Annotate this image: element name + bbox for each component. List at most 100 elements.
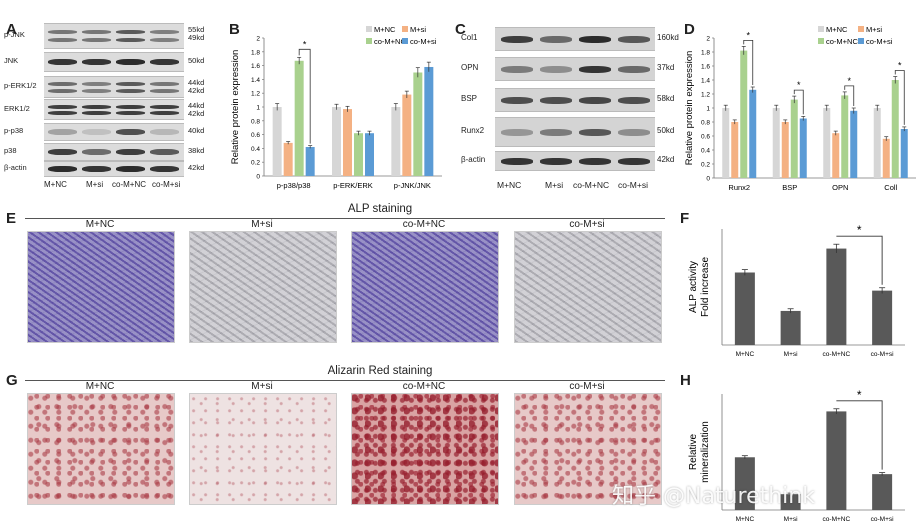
lane-label: co-M+si bbox=[152, 180, 181, 189]
kd-label: 49kd bbox=[188, 33, 205, 42]
alizarin-micrograph bbox=[351, 393, 499, 505]
kd-label: 50kd bbox=[657, 126, 675, 135]
alp-micrograph bbox=[514, 231, 662, 343]
bar bbox=[294, 60, 304, 176]
kd-label: 42kd bbox=[188, 86, 205, 95]
legend-label: M+NC bbox=[826, 25, 848, 34]
chart-d: Relative protein expression 0 0.2 0.4 0.6 0.8… bbox=[684, 25, 916, 192]
legend-swatch bbox=[402, 38, 408, 44]
lane-label: co-M+NC bbox=[112, 180, 147, 189]
panel-label-a: A bbox=[6, 21, 17, 38]
bar bbox=[841, 95, 849, 178]
lane-label: co-M+NC bbox=[573, 180, 610, 190]
blot-band bbox=[540, 65, 572, 73]
bar bbox=[882, 138, 890, 178]
bar bbox=[872, 474, 893, 510]
blot-band bbox=[116, 111, 145, 116]
y-tick-label: 1.4 bbox=[701, 78, 710, 85]
kd-label: 42kd bbox=[657, 155, 675, 164]
legend-label: M+NC bbox=[374, 25, 396, 34]
bar bbox=[365, 133, 374, 176]
blot-band bbox=[116, 166, 145, 172]
blot-band bbox=[150, 149, 179, 155]
blot-band bbox=[82, 166, 111, 172]
bar bbox=[873, 108, 881, 178]
blot-band bbox=[501, 96, 533, 104]
blot-band bbox=[82, 104, 111, 109]
blot-band bbox=[82, 82, 111, 86]
blot-band bbox=[501, 157, 533, 165]
x-tick-label: p-JNK/JNK bbox=[394, 181, 431, 190]
y-tick-label: 0.8 bbox=[701, 120, 710, 127]
blot-band bbox=[618, 35, 650, 43]
blot-band bbox=[82, 37, 111, 42]
kd-label: 38kd bbox=[188, 146, 205, 155]
blot-row-label: OPN bbox=[461, 63, 479, 72]
bar bbox=[402, 94, 412, 176]
blot-band bbox=[618, 96, 650, 104]
alizarin-staining-title: Alizarin Red staining bbox=[327, 365, 433, 377]
y-tick-label: 2 bbox=[706, 36, 710, 43]
significance-bracket bbox=[743, 39, 754, 85]
blot-band bbox=[150, 166, 179, 172]
blot-row bbox=[44, 161, 184, 177]
y-tick-label: 0.2 bbox=[251, 160, 260, 167]
blot-band bbox=[150, 82, 179, 86]
kd-label: 42kd bbox=[188, 163, 205, 172]
bar bbox=[731, 122, 739, 178]
significance-star: * bbox=[303, 39, 307, 49]
blot-row-label: JNK bbox=[4, 56, 19, 65]
blot-band bbox=[82, 88, 111, 93]
lane-label: M+si bbox=[545, 180, 564, 190]
legend-swatch bbox=[858, 26, 864, 32]
panel-label-c: C bbox=[455, 21, 466, 38]
lane-label: M+NC bbox=[497, 180, 522, 190]
bar bbox=[740, 50, 748, 178]
blot-band bbox=[579, 128, 611, 136]
y-tick-label: 1 bbox=[706, 106, 710, 113]
bar bbox=[799, 118, 807, 178]
kd-label: 55kd bbox=[188, 25, 205, 34]
alizarin-micrograph bbox=[189, 393, 337, 505]
bar bbox=[832, 133, 840, 178]
panel-label-b: B bbox=[229, 21, 240, 38]
blot-row bbox=[495, 151, 655, 171]
blot-band bbox=[116, 104, 145, 109]
bar bbox=[332, 107, 341, 176]
kd-label: 40kd bbox=[188, 126, 205, 135]
bar bbox=[826, 411, 847, 510]
lane-label: M+si bbox=[86, 180, 104, 189]
blot-band bbox=[618, 65, 650, 73]
significance-star: * bbox=[898, 61, 902, 71]
blot-row bbox=[44, 123, 184, 141]
y-tick-label: 1.6 bbox=[701, 64, 710, 71]
alizarin-title-rule bbox=[25, 380, 665, 381]
y-tick-label: 0.4 bbox=[701, 148, 710, 155]
blot-row bbox=[44, 52, 184, 72]
alp-image-label: co-M+NC bbox=[402, 219, 446, 230]
bar bbox=[780, 494, 801, 510]
blot-row-label: p-ERK1/2 bbox=[4, 81, 37, 90]
bar bbox=[272, 107, 282, 176]
legend-swatch bbox=[858, 38, 864, 44]
kd-label: 44kd bbox=[188, 78, 205, 87]
bar bbox=[790, 99, 798, 178]
x-tick-label: M+si bbox=[784, 351, 798, 358]
blot-band bbox=[116, 82, 145, 86]
blot-band bbox=[82, 30, 111, 34]
legend-label: co-M+NC bbox=[826, 37, 858, 46]
bar bbox=[424, 66, 434, 176]
blot-row-label: Col1 bbox=[461, 33, 478, 42]
y-tick-label: 0.6 bbox=[251, 132, 260, 139]
kd-label: 160kd bbox=[657, 33, 679, 42]
lane-label: M+NC bbox=[44, 180, 67, 189]
blot-band bbox=[579, 96, 611, 104]
alizarin-image-label: co-M+NC bbox=[402, 381, 446, 392]
blot-band bbox=[48, 166, 77, 172]
blot-row bbox=[495, 117, 655, 147]
blot-row-label: β-actin bbox=[4, 163, 27, 172]
x-tick-label: co-M+si bbox=[871, 351, 894, 358]
kd-label: 42kd bbox=[188, 109, 205, 118]
legend-swatch bbox=[818, 26, 824, 32]
chart-b: Relative protein expression 0 0.2 0.4 0.6 0.8… bbox=[230, 25, 442, 190]
